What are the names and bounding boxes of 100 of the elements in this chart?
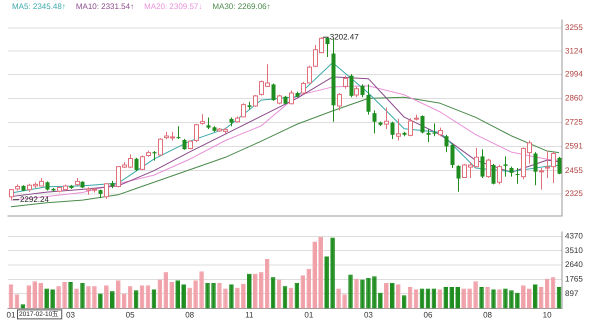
bar [515,292,520,308]
x-tick-label: 10 [542,310,552,320]
bar [360,280,365,308]
candlestick [152,150,156,162]
bar [521,285,526,308]
candlestick [46,180,50,191]
y-tick-label: 3124 [565,46,584,56]
bar [467,288,472,308]
bar [390,282,394,308]
y-tick-label: 3510 [565,246,584,255]
bar [170,282,174,308]
y-tick-label: 2994 [565,70,584,79]
annotation: 3202.47 [330,32,360,42]
bar [342,294,347,308]
bar [241,284,246,308]
bar [503,288,508,308]
bar [92,286,97,308]
bar [264,258,270,308]
bar [80,282,85,308]
bar [473,281,478,308]
bar [164,272,168,308]
bar [26,285,32,308]
bar [450,286,454,308]
bar [396,284,400,308]
candlestick [510,166,514,178]
bar [235,288,240,308]
candlestick [504,156,508,178]
candlestick [444,134,448,153]
text: MA10: 2331.54↑ [76,2,134,10]
bar [461,288,466,308]
y-tick-label: 897 [565,288,579,298]
x-tick-label: 06 [424,310,433,320]
bar [152,289,156,308]
bar [538,286,544,308]
bar [223,288,228,308]
x-tick-label: 01 [304,310,314,320]
bar [444,286,448,308]
bar [318,236,323,308]
bar [324,256,329,308]
bar [485,286,490,308]
bar [312,242,318,308]
candlestick [366,84,370,116]
candlestick [326,37,330,58]
bar [38,282,43,308]
text: MA30: 2269.06↑ [212,2,271,10]
x-tick-label: 03 [66,310,76,320]
bar [252,274,258,308]
bar [330,238,335,308]
bar [68,282,73,308]
x-tick-label: 05 [126,310,136,320]
bar [456,286,460,308]
bar [44,288,49,308]
bar [479,286,484,308]
bar [199,271,204,308]
bar [402,295,406,308]
candlestick [134,157,138,172]
bar [288,288,294,308]
bar [122,294,126,308]
bar [104,285,109,308]
bar [258,272,264,308]
bar [217,282,222,308]
bar [98,294,103,308]
bar [306,268,312,308]
bar [294,282,300,308]
bar [372,276,377,308]
bar [158,280,162,308]
bar [432,288,436,308]
bar [140,285,144,308]
y-tick-label: 2725 [565,118,584,127]
candlestick [420,114,424,134]
candlestick [480,148,484,178]
bar [378,292,383,308]
y-tick-label: 2325 [565,189,584,198]
bar [32,281,38,308]
x-tick-label: 03 [364,310,374,320]
x-tick-label: 01 [6,310,16,320]
bar [276,280,282,308]
bar [211,282,216,308]
x-tick-label: 08 [185,310,195,320]
bar [300,275,306,308]
bar [86,286,91,308]
text: MA5: 2345.48↑ [12,2,66,10]
candlestick [450,143,454,168]
y-tick-label: 2591 [565,142,584,151]
candlestick [350,74,354,98]
bar [193,280,198,308]
y-tick-label: 2640 [565,260,584,270]
candlestick [182,138,186,150]
candlestick [516,167,520,184]
bar [110,291,114,308]
y-tick-label: 2455 [565,166,584,175]
bar [527,288,532,308]
candlestick [534,152,538,186]
x-tick-label: 08 [483,310,493,320]
candlestick [360,84,364,98]
bar [550,277,556,308]
candlestick [372,110,376,134]
y-tick-label: 3255 [565,23,584,32]
y-tick-label: 1765 [565,274,584,284]
bar [134,290,138,308]
